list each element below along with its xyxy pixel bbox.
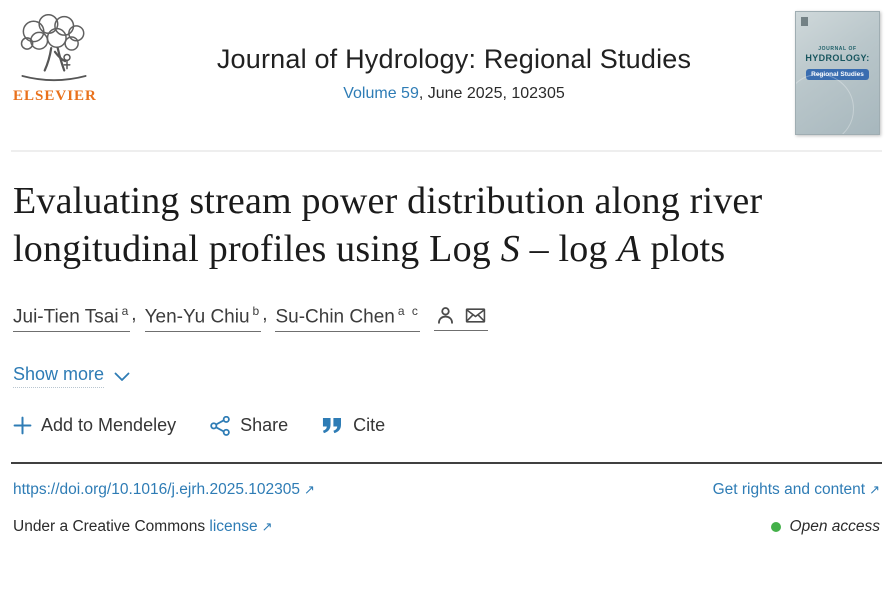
open-access-dot-icon (770, 522, 781, 533)
author-affiliation-sup: a (121, 303, 131, 318)
journal-header: ELSEVIER Journal of Hydrology: Regional … (0, 0, 893, 150)
article-title: Evaluating stream power distribution alo… (13, 180, 763, 270)
open-access-indicator: Open access (770, 518, 880, 536)
elsevier-logo[interactable]: ELSEVIER (13, 14, 113, 105)
content-divider (11, 462, 882, 465)
add-to-mendeley-button[interactable]: Add to Mendeley (13, 415, 176, 436)
external-link-icon: ↗ (261, 519, 273, 535)
person-icon (436, 306, 455, 325)
corresponding-author-controls[interactable] (433, 304, 488, 331)
add-to-mendeley-label: Add to Mendeley (41, 415, 177, 436)
cover-title-line1: JOURNAL OF (818, 46, 857, 52)
journal-title-link[interactable]: Journal of Hydrology: Regional Studies (216, 44, 692, 74)
license-statement: Under a Creative Commons license ↗ (13, 518, 273, 536)
journal-cover-thumbnail[interactable]: JOURNAL OF HYDROLOGY: Regional Studies (795, 11, 880, 135)
author-link[interactable]: Jui-Tien Tsai a (13, 303, 131, 333)
share-icon (210, 415, 231, 436)
get-rights-link[interactable]: Get rights and content ↗ (712, 481, 880, 499)
cite-label: Cite (353, 415, 386, 436)
variable-s: S (500, 227, 520, 270)
authors-row: Jui-Tien Tsai a, Yen-Yu Chiu b, Su-Chin Ch… (13, 303, 880, 333)
cover-mini-logo-icon (801, 17, 808, 26)
cover-subtitle-badge: Regional Studies (806, 69, 869, 80)
license-link[interactable]: license ↗ (209, 518, 273, 536)
article-actions: Add to Mendeley Share Cite (13, 415, 880, 436)
show-more-label: Show more (13, 364, 105, 389)
issue-info: , June 2025, 102305 (418, 85, 565, 102)
open-access-label: Open access (789, 518, 880, 536)
external-link-icon: ↗ (869, 482, 880, 498)
author-link[interactable]: Su-Chin Chen a c (275, 303, 420, 333)
cover-title-line2: HYDROLOGY: (805, 53, 870, 63)
author-separator: , (262, 303, 268, 325)
license-row: Under a Creative Commons license ↗ Open a… (13, 518, 880, 536)
plus-icon (13, 416, 32, 435)
doi-link[interactable]: https://doi.org/10.1016/j.ejrh.2025.1023… (13, 481, 315, 499)
author-link[interactable]: Yen-Yu Chiu b (144, 303, 262, 333)
share-button[interactable]: Share (210, 415, 288, 436)
doi-row: https://doi.org/10.1016/j.ejrh.2025.1023… (13, 481, 880, 499)
volume-link[interactable]: Volume 59 (343, 85, 419, 102)
author-affiliation-sup: b (252, 303, 262, 318)
external-link-icon: ↗ (303, 482, 315, 498)
chevron-down-icon (114, 366, 130, 387)
variable-a: A (617, 227, 641, 270)
share-label: Share (240, 415, 289, 436)
volume-issue-line: Volume 59, June 2025, 102305 (113, 85, 795, 103)
header-divider (11, 150, 882, 152)
elsevier-tree-icon (13, 14, 113, 86)
journal-info: Journal of Hydrology: Regional Studies V… (113, 14, 795, 103)
elsevier-wordmark: ELSEVIER (13, 88, 97, 104)
envelope-icon (465, 307, 486, 324)
quote-icon (322, 417, 344, 435)
cover-decoration (796, 74, 854, 134)
show-more-button[interactable]: Show more (13, 364, 130, 389)
cite-button[interactable]: Cite (322, 415, 385, 436)
author-separator: , (131, 303, 137, 325)
author-affiliation-sup: a c (397, 303, 420, 318)
